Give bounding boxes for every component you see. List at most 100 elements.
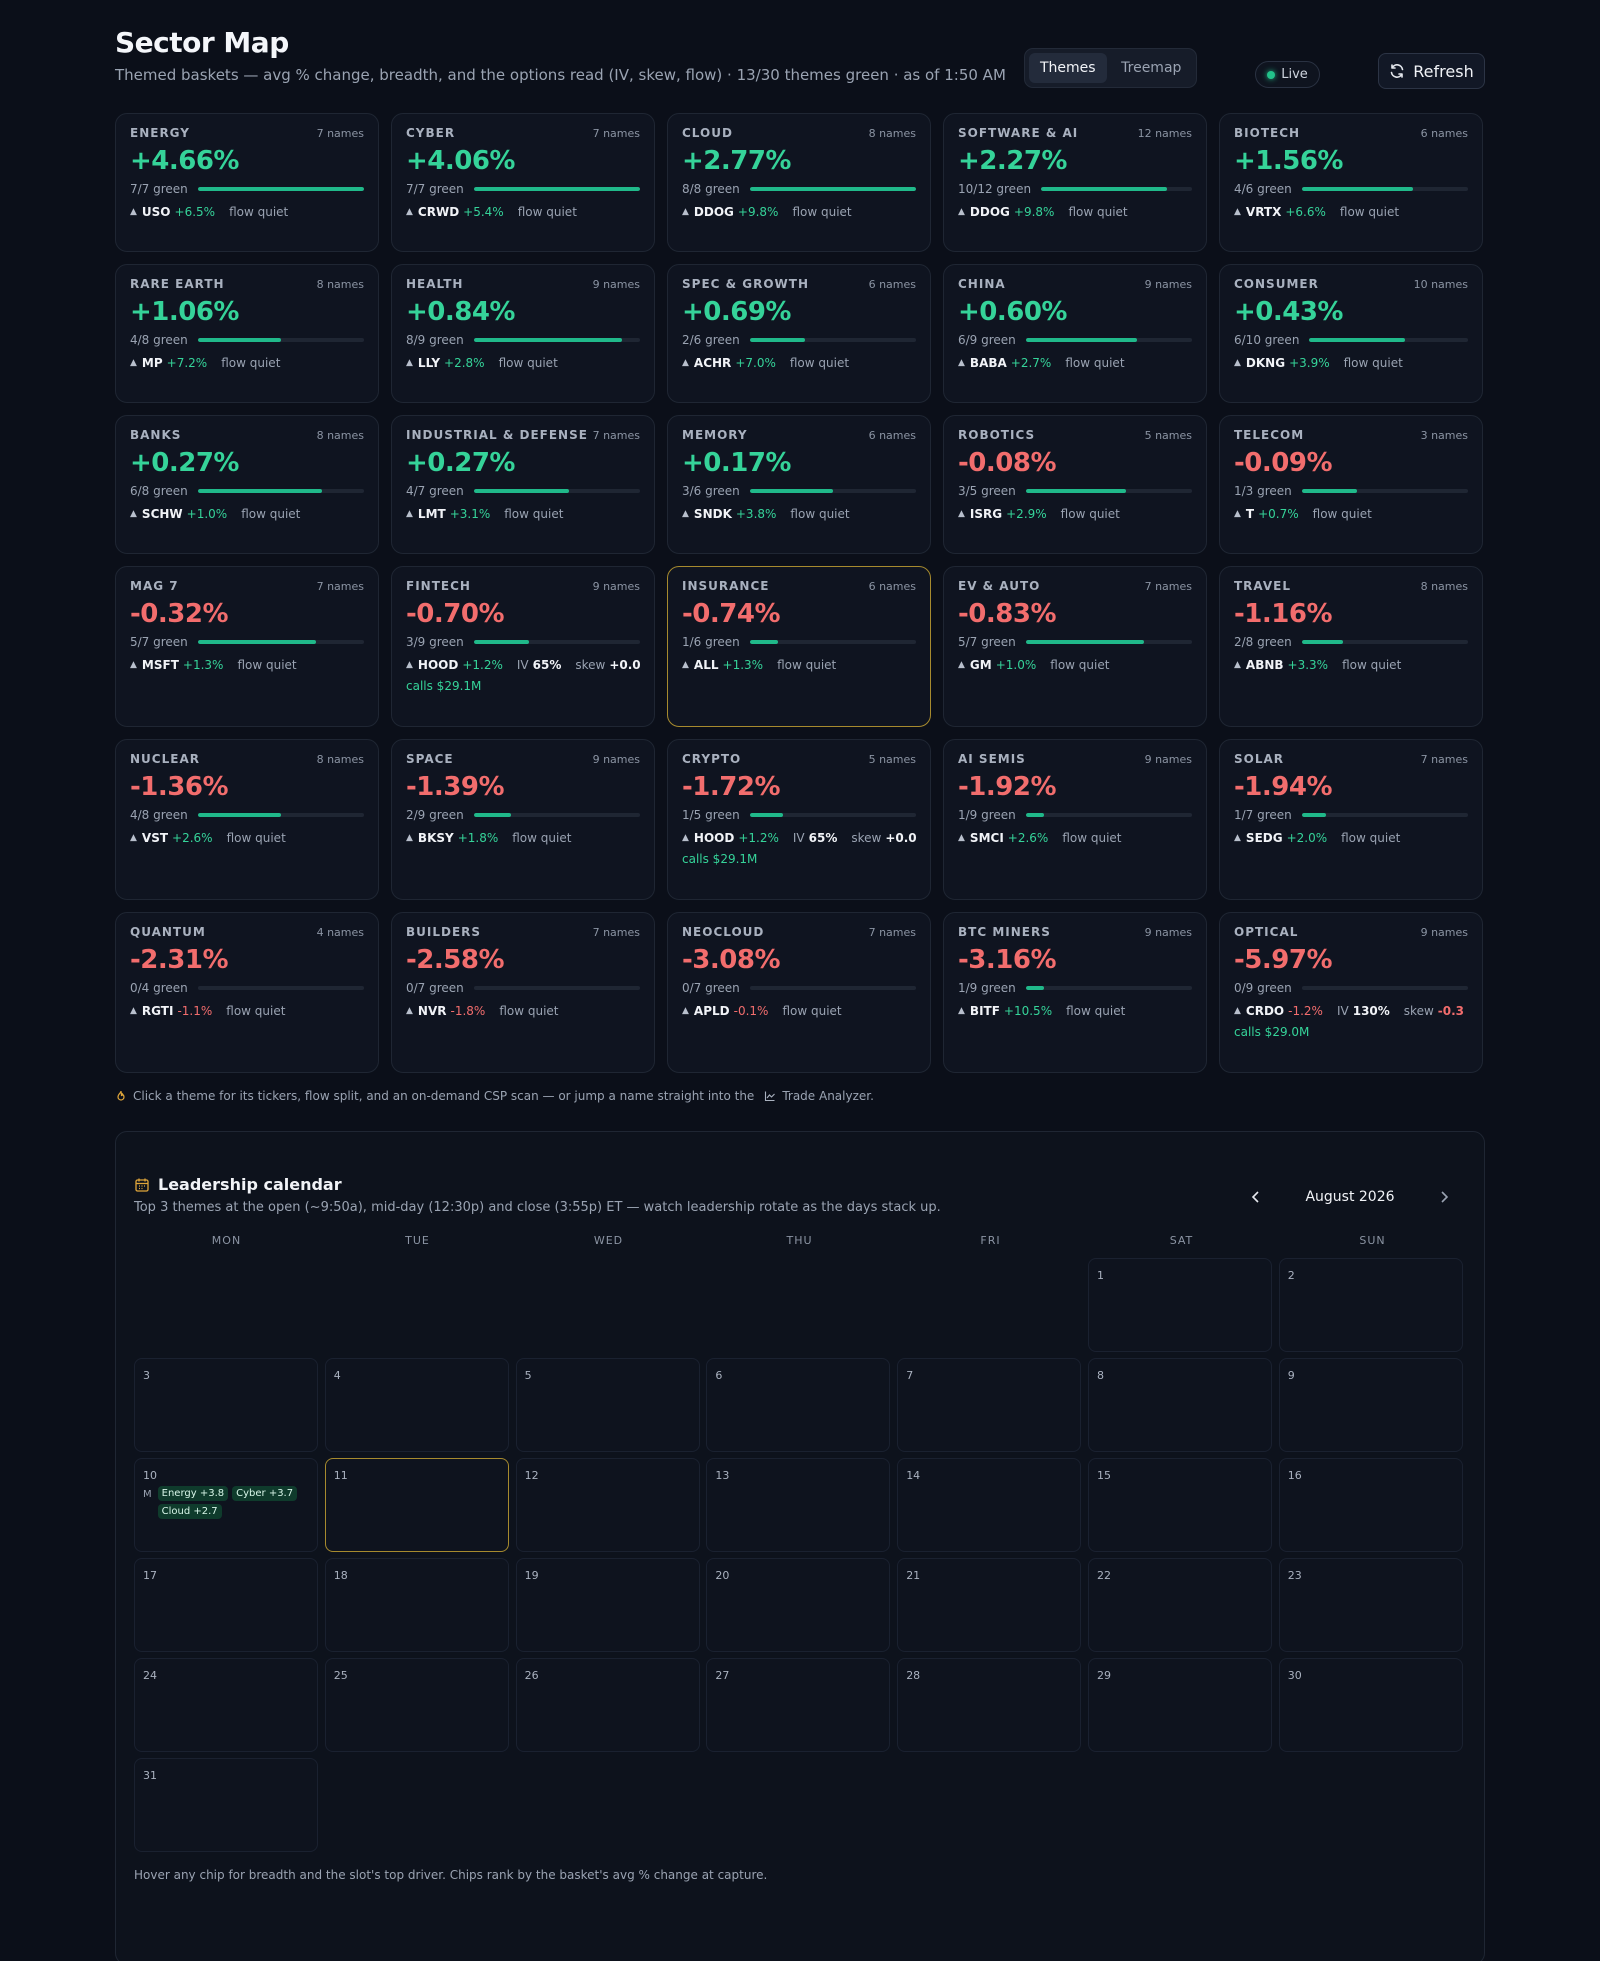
tab-themes[interactable]: Themes xyxy=(1029,53,1107,83)
calendar-day[interactable]: 3 xyxy=(134,1358,318,1452)
ticker-symbol[interactable]: VST xyxy=(141,831,169,845)
ticker-symbol[interactable]: CRWD xyxy=(417,205,460,219)
ticker-symbol[interactable]: APLD xyxy=(693,1004,730,1018)
ticker-symbol[interactable]: NVR xyxy=(417,1004,447,1018)
ticker-symbol[interactable]: LMT xyxy=(417,507,446,521)
calendar-day[interactable]: 31 xyxy=(134,1758,318,1852)
calendar-day[interactable]: 9 xyxy=(1278,1358,1463,1452)
theme-card[interactable]: BUILDERS 7 names -2.58% 0/7 green ▲ NVR -1.8% f… xyxy=(391,912,655,1073)
theme-card[interactable]: RARE EARTH 8 names +1.06% 4/8 green ▲ MP +7.2%… xyxy=(115,264,379,403)
calendar-day[interactable]: 15 xyxy=(1087,1458,1272,1552)
calendar-day[interactable]: 19 xyxy=(515,1558,700,1652)
leader-chip[interactable]: Energy +3.8 xyxy=(157,1486,229,1501)
calendar-day[interactable]: 24 xyxy=(134,1658,318,1752)
theme-card[interactable]: FINTECH 9 names -0.70% 3/9 green ▲ HOOD +1.2% I… xyxy=(391,566,655,727)
theme-card[interactable]: NUCLEAR 8 names -1.36% 4/8 green ▲ VST +2.6% fl… xyxy=(115,739,379,900)
calendar-day[interactable]: 11 xyxy=(324,1458,509,1552)
theme-card[interactable]: CRYPTO 5 names -1.72% 1/5 green ▲ HOOD +1.2% IV… xyxy=(667,739,931,900)
ticker-symbol[interactable]: BITF xyxy=(969,1004,1000,1018)
ticker-symbol[interactable]: DDOG xyxy=(969,205,1010,219)
calendar-day[interactable]: 7 xyxy=(897,1358,1082,1452)
calendar-day[interactable]: 29 xyxy=(1087,1658,1272,1752)
calendar-day[interactable]: 1 xyxy=(1087,1258,1272,1352)
ticker-symbol[interactable]: SEDG xyxy=(1245,831,1283,845)
theme-card[interactable]: EV & AUTO 7 names -0.83% 5/7 green ▲ GM +1.0% f… xyxy=(943,566,1207,727)
theme-card[interactable]: TELECOM 3 names -0.09% 1/3 green ▲ T +0.7% flow… xyxy=(1219,415,1483,554)
theme-card[interactable]: INDUSTRIAL & DEFENSE 7 names +0.27% 4/7 gre… xyxy=(391,415,655,554)
theme-card[interactable]: NEOCLOUD 7 names -3.08% 0/7 green ▲ APLD -0.1%… xyxy=(667,912,931,1073)
theme-card[interactable]: INSURANCE 6 names -0.74% 1/6 green ▲ ALL +1.3%… xyxy=(667,566,931,727)
ticker-symbol[interactable]: ALL xyxy=(693,658,719,672)
ticker-symbol[interactable]: SNDK xyxy=(693,507,732,521)
trade-analyzer-link[interactable]: Trade Analyzer. xyxy=(782,1089,874,1103)
ticker-symbol[interactable]: HOOD xyxy=(693,831,735,845)
theme-card[interactable]: AI SEMIS 9 names -1.92% 1/9 green ▲ SMCI +2.6%… xyxy=(943,739,1207,900)
leader-chip[interactable]: Cyber +3.7 xyxy=(232,1486,298,1501)
calendar-day[interactable]: 22 xyxy=(1087,1558,1272,1652)
theme-card[interactable]: CONSUMER 10 names +0.43% 6/10 green ▲ DKNG +3.… xyxy=(1219,264,1483,403)
theme-card[interactable]: CYBER 7 names +4.06% 7/7 green ▲ CRWD +5.4% flo… xyxy=(391,113,655,252)
calendar-day[interactable]: 8 xyxy=(1087,1358,1272,1452)
ticker-symbol[interactable]: MP xyxy=(141,356,163,370)
theme-card[interactable]: CHINA 9 names +0.60% 6/9 green ▲ BABA +2.7% flo… xyxy=(943,264,1207,403)
theme-card[interactable]: ENERGY 7 names +4.66% 7/7 green ▲ USO +6.5% flo… xyxy=(115,113,379,252)
prev-month-button[interactable] xyxy=(1246,1187,1266,1207)
ticker-symbol[interactable]: ABNB xyxy=(1245,658,1284,672)
refresh-button[interactable]: Refresh xyxy=(1378,53,1485,89)
calendar-day[interactable]: 23 xyxy=(1278,1558,1463,1652)
theme-card[interactable]: OPTICAL 9 names -5.97% 0/9 green ▲ CRDO -1.2% I… xyxy=(1219,912,1483,1073)
ticker-symbol[interactable]: SMCI xyxy=(969,831,1004,845)
theme-card[interactable]: BIOTECH 6 names +1.56% 4/6 green ▲ VRTX +6.6% f… xyxy=(1219,113,1483,252)
ticker-symbol[interactable]: VRTX xyxy=(1245,205,1282,219)
theme-card[interactable]: SPEC & GROWTH 6 names +0.69% 2/6 green ▲ ACHR… xyxy=(667,264,931,403)
calendar-day[interactable]: 5 xyxy=(515,1358,700,1452)
calendar-day[interactable]: 26 xyxy=(515,1658,700,1752)
theme-card[interactable]: MAG 7 7 names -0.32% 5/7 green ▲ MSFT +1.3% flo… xyxy=(115,566,379,727)
ticker-symbol[interactable]: CRDO xyxy=(1245,1004,1285,1018)
ticker-symbol[interactable]: ACHR xyxy=(693,356,732,370)
calendar-day[interactable]: 25 xyxy=(324,1658,509,1752)
theme-card[interactable]: BANKS 8 names +0.27% 6/8 green ▲ SCHW +1.0% flo… xyxy=(115,415,379,554)
theme-card[interactable]: MEMORY 6 names +0.17% 3/6 green ▲ SNDK +3.8% fl… xyxy=(667,415,931,554)
theme-card[interactable]: SPACE 9 names -1.39% 2/9 green ▲ BKSY +1.8% flo… xyxy=(391,739,655,900)
ticker-symbol[interactable]: DDOG xyxy=(693,205,734,219)
ticker-symbol[interactable]: MSFT xyxy=(141,658,179,672)
ticker-symbol[interactable]: T xyxy=(1245,507,1255,521)
next-month-button[interactable] xyxy=(1434,1187,1454,1207)
calendar-day[interactable]: 13 xyxy=(706,1458,891,1552)
calendar-day[interactable]: 17 xyxy=(134,1558,318,1652)
theme-card[interactable]: QUANTUM 4 names -2.31% 0/4 green ▲ RGTI -1.1% f… xyxy=(115,912,379,1073)
theme-card[interactable]: HEALTH 9 names +0.84% 8/9 green ▲ LLY +2.8% flo… xyxy=(391,264,655,403)
calendar-day[interactable]: 27 xyxy=(706,1658,891,1752)
ticker-symbol[interactable]: LLY xyxy=(417,356,441,370)
calendar-day[interactable]: 10 M Energy +3.8 Cyber +3.7 Cloud +2.7 xyxy=(134,1458,318,1552)
calendar-day[interactable]: 6 xyxy=(706,1358,891,1452)
ticker-symbol[interactable]: DKNG xyxy=(1245,356,1286,370)
ticker-symbol[interactable]: HOOD xyxy=(417,658,459,672)
calendar-day[interactable]: 2 xyxy=(1278,1258,1463,1352)
ticker-symbol[interactable]: RGTI xyxy=(141,1004,174,1018)
ticker-symbol[interactable]: BKSY xyxy=(417,831,454,845)
leader-chip[interactable]: Cloud +2.7 xyxy=(157,1504,222,1519)
theme-card[interactable]: SOFTWARE & AI 12 names +2.27% 10/12 green ▲ D… xyxy=(943,113,1207,252)
tab-treemap[interactable]: Treemap xyxy=(1121,60,1182,76)
calendar-day[interactable]: 18 xyxy=(324,1558,509,1652)
calendar-day[interactable]: 20 xyxy=(706,1558,891,1652)
ticker-symbol[interactable]: GM xyxy=(969,658,992,672)
calendar-day[interactable]: 12 xyxy=(515,1458,700,1552)
ticker-symbol[interactable]: USO xyxy=(141,205,171,219)
calendar-day[interactable]: 14 xyxy=(897,1458,1082,1552)
theme-card[interactable]: BTC MINERS 9 names -3.16% 1/9 green ▲ BITF +10… xyxy=(943,912,1207,1073)
calendar-day[interactable]: 4 xyxy=(324,1358,509,1452)
theme-card[interactable]: CLOUD 8 names +2.77% 8/8 green ▲ DDOG +9.8% flo… xyxy=(667,113,931,252)
theme-card[interactable]: SOLAR 7 names -1.94% 1/7 green ▲ SEDG +2.0% flo… xyxy=(1219,739,1483,900)
theme-card[interactable]: ROBOTICS 5 names -0.08% 3/5 green ▲ ISRG +2.9%… xyxy=(943,415,1207,554)
theme-card[interactable]: TRAVEL 8 names -1.16% 2/8 green ▲ ABNB +3.3% fl… xyxy=(1219,566,1483,727)
calendar-day[interactable]: 28 xyxy=(897,1658,1082,1752)
calendar-day[interactable]: 30 xyxy=(1278,1658,1463,1752)
calendar-day[interactable]: 16 xyxy=(1278,1458,1463,1552)
ticker-symbol[interactable]: ISRG xyxy=(969,507,1003,521)
ticker-symbol[interactable]: BABA xyxy=(969,356,1007,370)
calendar-day[interactable]: 21 xyxy=(897,1558,1082,1652)
ticker-symbol[interactable]: SCHW xyxy=(141,507,183,521)
